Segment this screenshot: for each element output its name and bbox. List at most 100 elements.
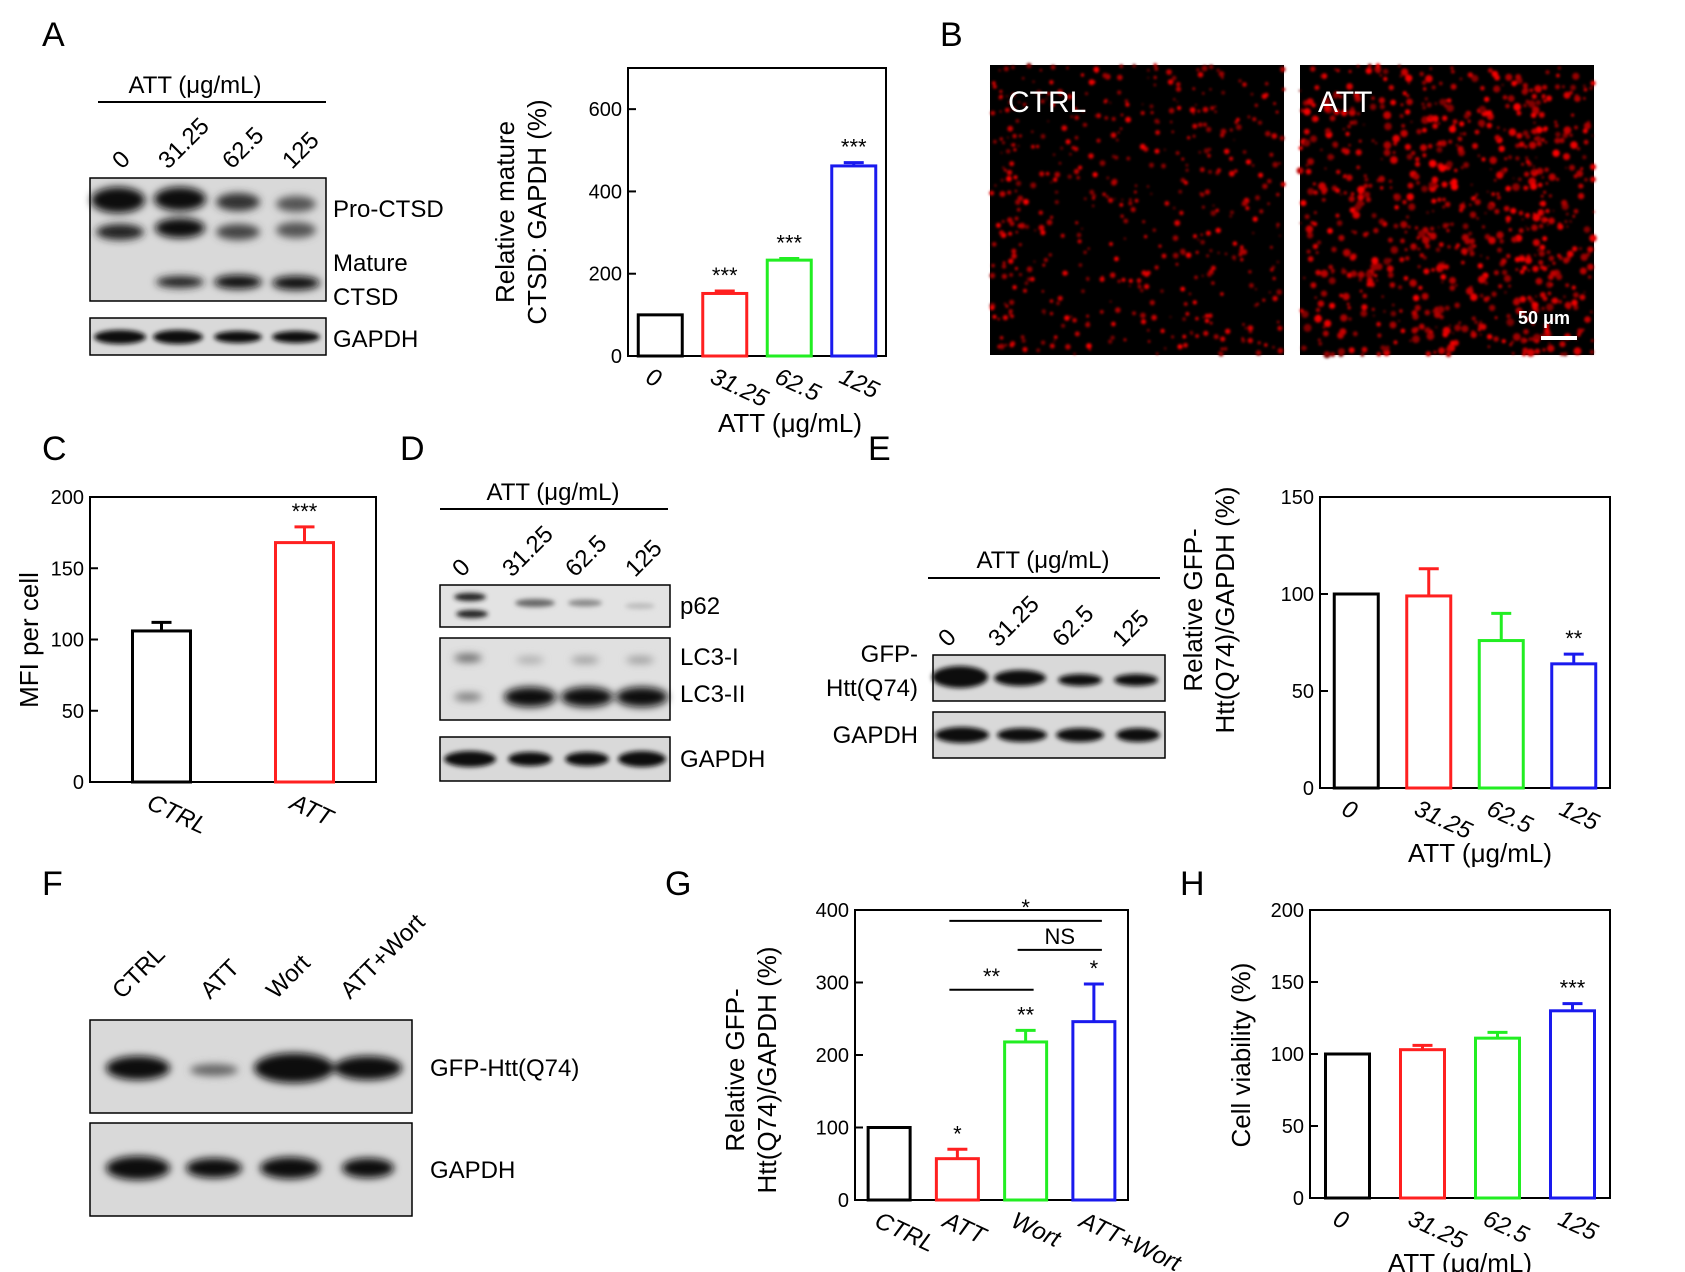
speckle [1544, 167, 1549, 173]
speckle [1161, 163, 1166, 169]
speckle [1410, 243, 1418, 251]
speckle [1512, 298, 1520, 306]
speckle [1461, 260, 1465, 265]
speckle [1555, 273, 1563, 280]
speckle [1591, 339, 1594, 342]
speckle [1532, 305, 1538, 311]
chart-c: 0 50 100 150 200 CTRL *** ATT MFI per cell [14, 487, 377, 840]
category-label: Wort [1007, 1207, 1066, 1253]
speckle [1039, 171, 1045, 177]
speckle [1060, 94, 1063, 97]
speckle [1490, 168, 1492, 170]
category-label: ATT [284, 788, 339, 833]
speckle [1137, 284, 1142, 289]
speckle [1572, 215, 1576, 218]
speckle [1558, 299, 1562, 304]
speckle [1179, 210, 1184, 216]
speckle [1520, 337, 1527, 344]
speckle [1349, 254, 1356, 261]
speckle [1534, 348, 1541, 355]
speckle [1350, 192, 1355, 196]
speckle [1463, 113, 1470, 119]
speckle [1447, 245, 1451, 249]
speckle [1053, 340, 1056, 342]
speckle [1551, 297, 1559, 304]
speckle [1211, 271, 1214, 275]
speckle [1348, 144, 1351, 147]
speckle [1296, 167, 1304, 175]
speckle [1414, 304, 1421, 311]
speckle [1556, 73, 1560, 78]
speckle [1521, 163, 1524, 166]
speckle [1400, 238, 1405, 244]
speckle [1473, 195, 1477, 199]
speckle [1425, 75, 1433, 83]
speckle [1412, 294, 1420, 302]
speckle [1552, 149, 1560, 157]
speckle [1193, 234, 1197, 239]
speckle [1535, 99, 1542, 106]
speckle [1205, 230, 1211, 236]
speckle [1379, 74, 1383, 77]
speckle [1024, 281, 1029, 286]
speckle [1051, 102, 1055, 107]
speckle [1102, 72, 1108, 79]
speckle [1376, 352, 1382, 357]
speckle [1378, 97, 1385, 104]
y-tick-label: 100 [1281, 584, 1314, 606]
speckle [1018, 101, 1021, 104]
speckle [1548, 333, 1552, 337]
speckle [1563, 295, 1566, 298]
speckle [1014, 267, 1018, 270]
speckle [1183, 180, 1188, 185]
speckle [1349, 207, 1356, 214]
speckle [1424, 327, 1431, 334]
speckle [1562, 85, 1565, 88]
y-axis-label: Relative GFP- [720, 988, 750, 1151]
blot-d-label-gapdh: GAPDH [680, 746, 765, 773]
panel-label-b: B [940, 16, 963, 54]
speckle [1300, 199, 1307, 207]
speckle [1365, 197, 1371, 203]
speckle [1045, 97, 1048, 100]
speckle [1299, 308, 1304, 313]
speckle [1211, 281, 1215, 285]
speckle [1431, 268, 1435, 272]
speckle [1340, 314, 1348, 322]
blot-a-label-pro: Pro-CTSD [333, 196, 444, 223]
speckle [1588, 275, 1592, 279]
speckle [1202, 316, 1205, 318]
speckle [1244, 327, 1247, 330]
speckle [1269, 152, 1274, 157]
speckle [1366, 282, 1371, 287]
speckle [1088, 79, 1095, 86]
speckle [1486, 334, 1493, 340]
speckle [1089, 348, 1091, 351]
speckle [1312, 221, 1318, 227]
speckle [1579, 294, 1586, 301]
speckle [1129, 285, 1131, 287]
speckle [1277, 348, 1284, 354]
speckle [1206, 254, 1209, 258]
speckle [1496, 231, 1504, 239]
speckle [1070, 315, 1073, 318]
speckle [1001, 264, 1007, 269]
speckle [1136, 278, 1142, 283]
y-tick-label: 400 [589, 181, 622, 203]
speckle [1583, 139, 1589, 145]
speckle [1477, 328, 1481, 332]
speckle [1105, 195, 1109, 199]
speckle [1524, 256, 1532, 264]
speckle [1357, 112, 1360, 116]
speckle [1315, 269, 1321, 276]
speckle [1053, 153, 1055, 156]
speckle [1561, 199, 1568, 206]
speckle [1359, 289, 1363, 293]
blot-d-lc3-box [439, 637, 671, 721]
significance-label: *** [292, 499, 318, 524]
speckle [1198, 122, 1203, 128]
speckle [1302, 139, 1311, 147]
speckle [1569, 90, 1573, 95]
speckle [1484, 96, 1490, 103]
speckle [1506, 313, 1511, 319]
